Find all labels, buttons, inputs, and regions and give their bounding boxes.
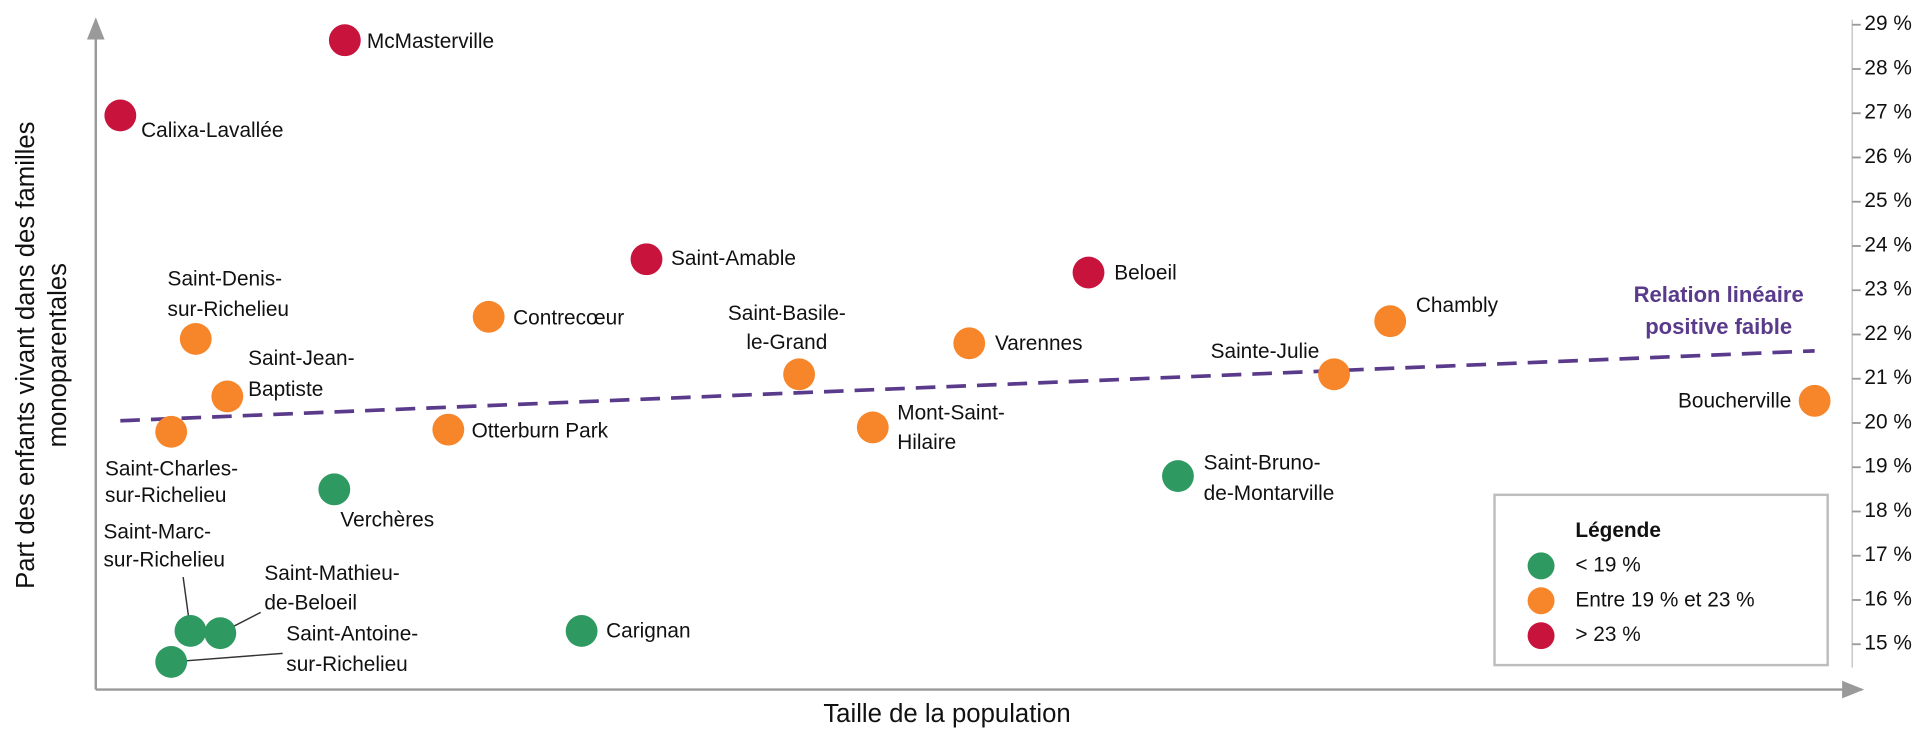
point-label: Boucherville [1678,390,1791,413]
leader-line [171,652,283,663]
y-tick-label: 19 % [1864,455,1911,478]
y-tick-label: 27 % [1864,101,1911,124]
point-label: Hilaire [897,431,956,454]
point [472,300,505,333]
point-label: sur-Richelieu [168,298,289,321]
legend-title: Légende [1575,519,1661,542]
legend-label: < 19 % [1575,553,1640,576]
point [783,358,816,391]
point-label: sur-Richelieu [105,484,226,507]
point-label: Otterburn Park [472,420,609,443]
point [1798,384,1831,417]
y-tick-label: 17 % [1864,543,1911,566]
y-tick-label: 18 % [1864,499,1911,522]
annotation: Relation linéaire [1634,282,1804,307]
point-label: de-Beloeil [264,591,357,614]
point-label: Saint-Charles- [105,457,238,480]
legend-label: Entre 19 % et 23 % [1575,588,1754,611]
y-tick-label: 29 % [1864,12,1911,35]
legend-marker [1527,587,1555,615]
point-label: Saint-Bruno- [1204,451,1321,474]
y-tick-label: 25 % [1864,189,1911,212]
point [1072,256,1105,289]
y-tick-label: 26 % [1864,145,1911,168]
point [155,646,188,678]
y-tick-label: 21 % [1864,366,1911,389]
point [856,411,889,444]
point [174,615,207,647]
legend-marker [1527,552,1555,580]
point [1162,460,1194,493]
point-label: Saint-Marc- [104,520,212,543]
point-label: Varennes [995,332,1083,355]
point [432,413,465,446]
point-label: Saint-Amable [671,247,796,270]
point-label: de-Montarville [1204,482,1335,505]
y-tick-label: 28 % [1864,56,1911,79]
y-tick-label: 15 % [1864,632,1911,655]
point-label: Verchères [340,509,434,532]
point [155,415,188,448]
point [318,473,351,506]
point-label: Calixa-Lavallée [141,119,283,142]
y-tick-label: 24 % [1864,233,1911,256]
point-label: Saint-Antoine- [286,622,418,645]
point [1318,358,1350,391]
point-label: Saint-Basile- [728,302,846,325]
point-label: Baptiste [248,378,323,401]
point [565,615,598,647]
y-tick-label: 23 % [1864,278,1911,301]
y-tick-label: 22 % [1864,322,1911,345]
point [328,24,361,57]
legend-marker [1527,622,1555,650]
point [179,322,212,355]
y-tick-label: 20 % [1864,410,1911,433]
point [1374,305,1407,338]
point-label: McMasterville [367,30,494,53]
point-label: Contrecœur [513,307,624,330]
y-axis-label: Part des enfants vivant dans des famille… [12,121,40,588]
point-label: sur-Richelieu [104,549,225,572]
x-axis-label: Taille de la population [823,700,1070,728]
point [204,617,237,650]
y-tick-label: 16 % [1864,587,1911,610]
point [211,380,244,413]
point-label: Saint-Mathieu- [264,562,399,585]
point-label: Beloeil [1114,261,1176,284]
point [630,243,663,276]
point-label: Mont-Saint- [897,401,1005,424]
point-label: Saint-Jean- [248,347,354,370]
annotation: positive faible [1645,314,1792,339]
point-label: Chambly [1416,294,1499,317]
point [953,327,986,360]
point [104,99,137,132]
point-label: sur-Richelieu [286,653,407,676]
point-label: Saint-Denis- [168,268,283,291]
point-label: Carignan [606,620,690,643]
trend-line [120,349,1815,423]
point-label: Sainte-Julie [1211,340,1320,363]
legend-label: > 23 % [1575,623,1640,646]
y-axis-label: monoparentales [44,263,72,447]
point-label: le-Grand [746,331,827,354]
